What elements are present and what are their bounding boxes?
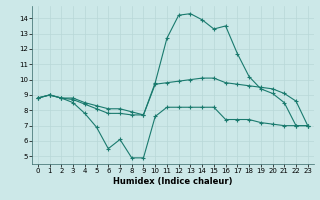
X-axis label: Humidex (Indice chaleur): Humidex (Indice chaleur) [113,177,233,186]
